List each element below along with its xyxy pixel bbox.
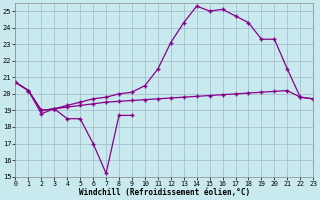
X-axis label: Windchill (Refroidissement éolien,°C): Windchill (Refroidissement éolien,°C) — [79, 188, 250, 197]
